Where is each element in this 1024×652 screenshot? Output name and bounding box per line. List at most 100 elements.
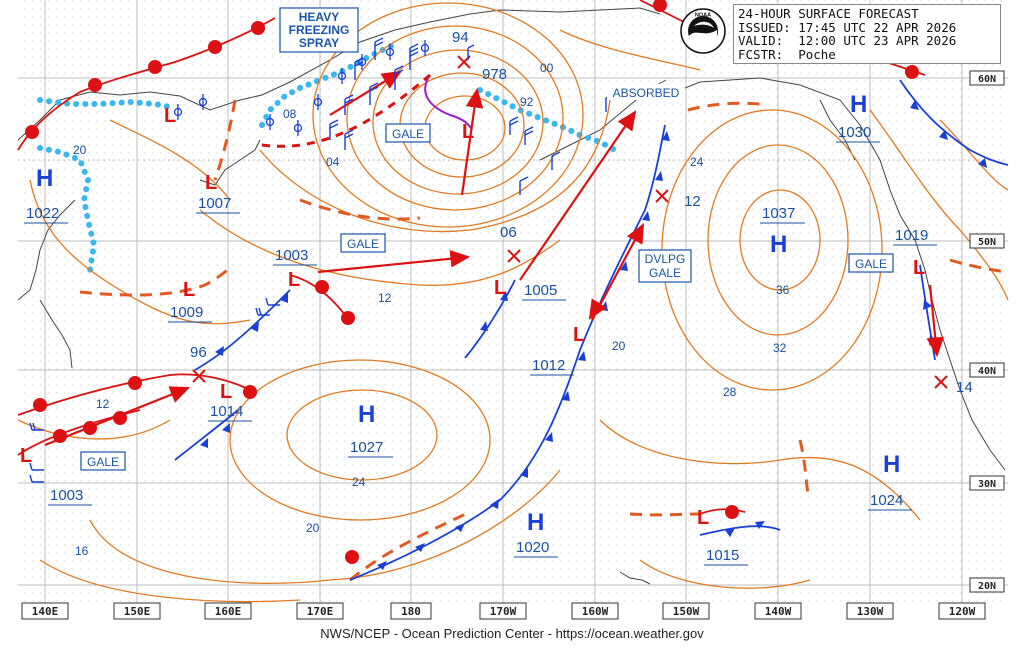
- isobar-label: 24: [352, 475, 366, 489]
- warning-label: SPRAY: [299, 36, 339, 50]
- valid-time: VALID: 12:00 UTC 23 APR 2026: [738, 33, 957, 48]
- isobar-label: 04: [326, 155, 340, 169]
- high-symbol: H: [358, 401, 375, 428]
- longitude-label: 170W: [490, 605, 517, 618]
- graticule: [18, 0, 1008, 603]
- isobar-label: 00: [540, 61, 554, 75]
- isobar-label: 12: [378, 291, 392, 305]
- high-symbol: H: [36, 165, 53, 192]
- low-symbol: L: [462, 121, 474, 143]
- low-symbol: L: [913, 257, 925, 279]
- isobar-label: 20: [306, 521, 320, 535]
- low-symbol: L: [20, 445, 32, 467]
- warning-label: DVLPG: [645, 252, 686, 266]
- warning-label: GALE: [347, 237, 379, 251]
- longitude-label: 160E: [215, 605, 242, 618]
- low-value-label: 1012: [532, 357, 565, 374]
- high-symbol: H: [883, 451, 900, 478]
- cold-fronts: [174, 79, 1009, 581]
- latitude-label: 40N: [978, 366, 996, 377]
- longitude-label: 130W: [857, 605, 884, 618]
- longitude-label: 170E: [307, 605, 334, 618]
- low-symbol: L: [288, 269, 300, 291]
- storm-tracks: [44, 70, 945, 447]
- warning-gale: GALE: [80, 451, 126, 471]
- latitude-label: 20N: [978, 581, 996, 592]
- low-value-label: 978: [482, 66, 507, 83]
- svg-text:NOAA: NOAA: [695, 13, 711, 19]
- cold-front-barbs: [200, 100, 987, 570]
- warning-label: GALE: [392, 127, 424, 141]
- high-symbol: H: [770, 231, 787, 258]
- issued-time: ISSUED: 17:45 UTC 22 APR 2026: [738, 19, 957, 35]
- warning-developing-gale: DVLPG GALE: [638, 249, 692, 283]
- warning-heavy-freezing-spray: HEAVY FREEZING SPRAY: [279, 7, 359, 53]
- high-value-label: 1027: [350, 439, 383, 456]
- forecast-header: 24-HOUR SURFACE FORECAST ISSUED: 17:45 U…: [733, 4, 1001, 64]
- freezing-spray-symbols: [173, 40, 430, 136]
- warning-gale: GALE: [385, 123, 431, 143]
- low-symbol: L: [697, 507, 709, 529]
- warning-label: FREEZING: [289, 23, 350, 37]
- noaa-logo-icon: NOAA: [680, 8, 726, 54]
- coastlines: [17, 7, 1006, 585]
- high-value-label: 1024: [870, 492, 903, 509]
- warning-label: GALE: [855, 257, 887, 271]
- low-symbol: L: [205, 172, 217, 194]
- isobar-label: 24: [690, 155, 704, 169]
- low-value-label: 1022: [26, 205, 59, 222]
- isobar-label: 28: [723, 385, 737, 399]
- isobar-label: 32: [773, 341, 787, 355]
- value-underlines: [24, 141, 937, 566]
- forecast-title: 24-HOUR SURFACE FORECAST: [738, 6, 919, 21]
- wind-barbs: [29, 37, 613, 483]
- high-pressure-symbols: H H H H H H: [36, 91, 900, 536]
- troughs: [79, 99, 1009, 582]
- future-position-label: 14: [956, 379, 973, 396]
- low-value-label: 1019: [895, 227, 928, 244]
- latitude-label: 30N: [978, 479, 996, 490]
- future-position-label: 94: [452, 29, 469, 46]
- latitude-label: 60N: [978, 74, 996, 85]
- low-value-label: 1015: [706, 547, 739, 564]
- future-position-label: 12: [684, 193, 701, 210]
- high-symbol: H: [850, 91, 867, 118]
- isobar-label: 36: [776, 283, 790, 297]
- isobar-label: 92: [520, 95, 534, 109]
- low-value-label: 1003: [275, 247, 308, 264]
- longitude-label: 140E: [32, 605, 59, 618]
- isobar-label: 12: [96, 397, 110, 411]
- latitude-axis: 60N 50N 40N 30N 20N: [969, 70, 1005, 593]
- high-symbol: H: [527, 509, 544, 536]
- freezing-spray-area: [261, 73, 431, 148]
- longitude-axis: 140E 150E 160E 170E 180 170W 160W 150W 1…: [21, 602, 986, 620]
- low-symbol: L: [164, 105, 176, 127]
- low-pressure-symbols: L L L L L L L L L L L: [20, 105, 925, 529]
- forecaster: FCSTR: Poche: [738, 46, 836, 62]
- low-value-label: 1014: [210, 403, 243, 420]
- longitude-label: 150W: [673, 605, 700, 618]
- isobar-label: 16: [75, 544, 89, 558]
- isobars: [17, 2, 1009, 603]
- isobar-label: 20: [612, 339, 626, 353]
- warning-gale: GALE: [848, 253, 894, 273]
- low-value-label: 1009: [170, 304, 203, 321]
- ice-edge: [37, 41, 618, 273]
- low-value-label: 1003: [50, 487, 83, 504]
- footer-credit: NWS/NCEP - Ocean Prediction Center - htt…: [320, 626, 704, 641]
- isobar-label: 20: [73, 143, 87, 157]
- map-background: [18, 0, 1008, 603]
- low-symbol: L: [573, 324, 585, 346]
- high-value-label: 1030: [838, 124, 871, 141]
- warning-label: HEAVY: [299, 10, 339, 24]
- longitude-label: 180: [401, 605, 421, 618]
- longitude-label: 120W: [949, 605, 976, 618]
- warning-gale: GALE: [340, 233, 386, 253]
- low-value-label: 1005: [524, 282, 557, 299]
- future-position-label: 96: [190, 344, 207, 361]
- low-symbol: L: [183, 279, 195, 301]
- warning-label: GALE: [87, 455, 119, 469]
- low-value-label: 1007: [198, 195, 231, 212]
- warning-label: GALE: [649, 266, 681, 280]
